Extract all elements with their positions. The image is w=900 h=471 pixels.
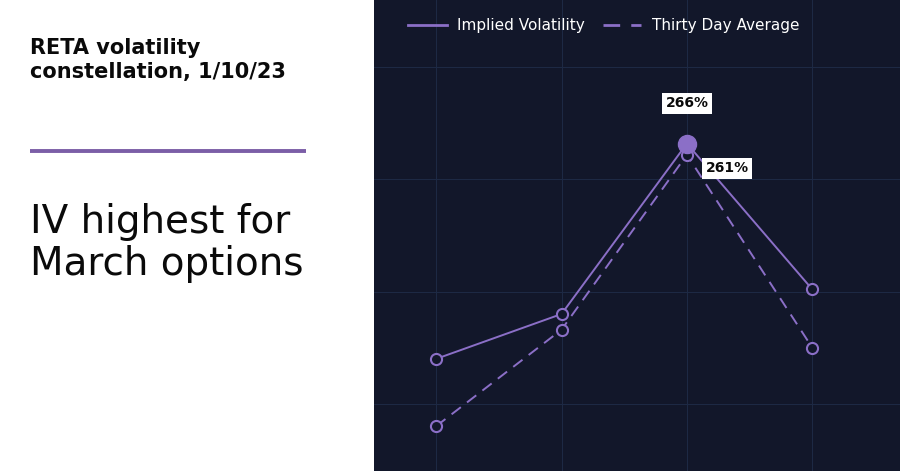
Text: IV highest for
March options: IV highest for March options (30, 203, 303, 283)
Legend: Implied Volatility, Thirty Day Average: Implied Volatility, Thirty Day Average (402, 12, 806, 40)
Text: 266%: 266% (665, 96, 708, 110)
Text: 261%: 261% (706, 161, 749, 175)
Text: RETA volatility
constellation, 1/10/23: RETA volatility constellation, 1/10/23 (30, 38, 286, 81)
